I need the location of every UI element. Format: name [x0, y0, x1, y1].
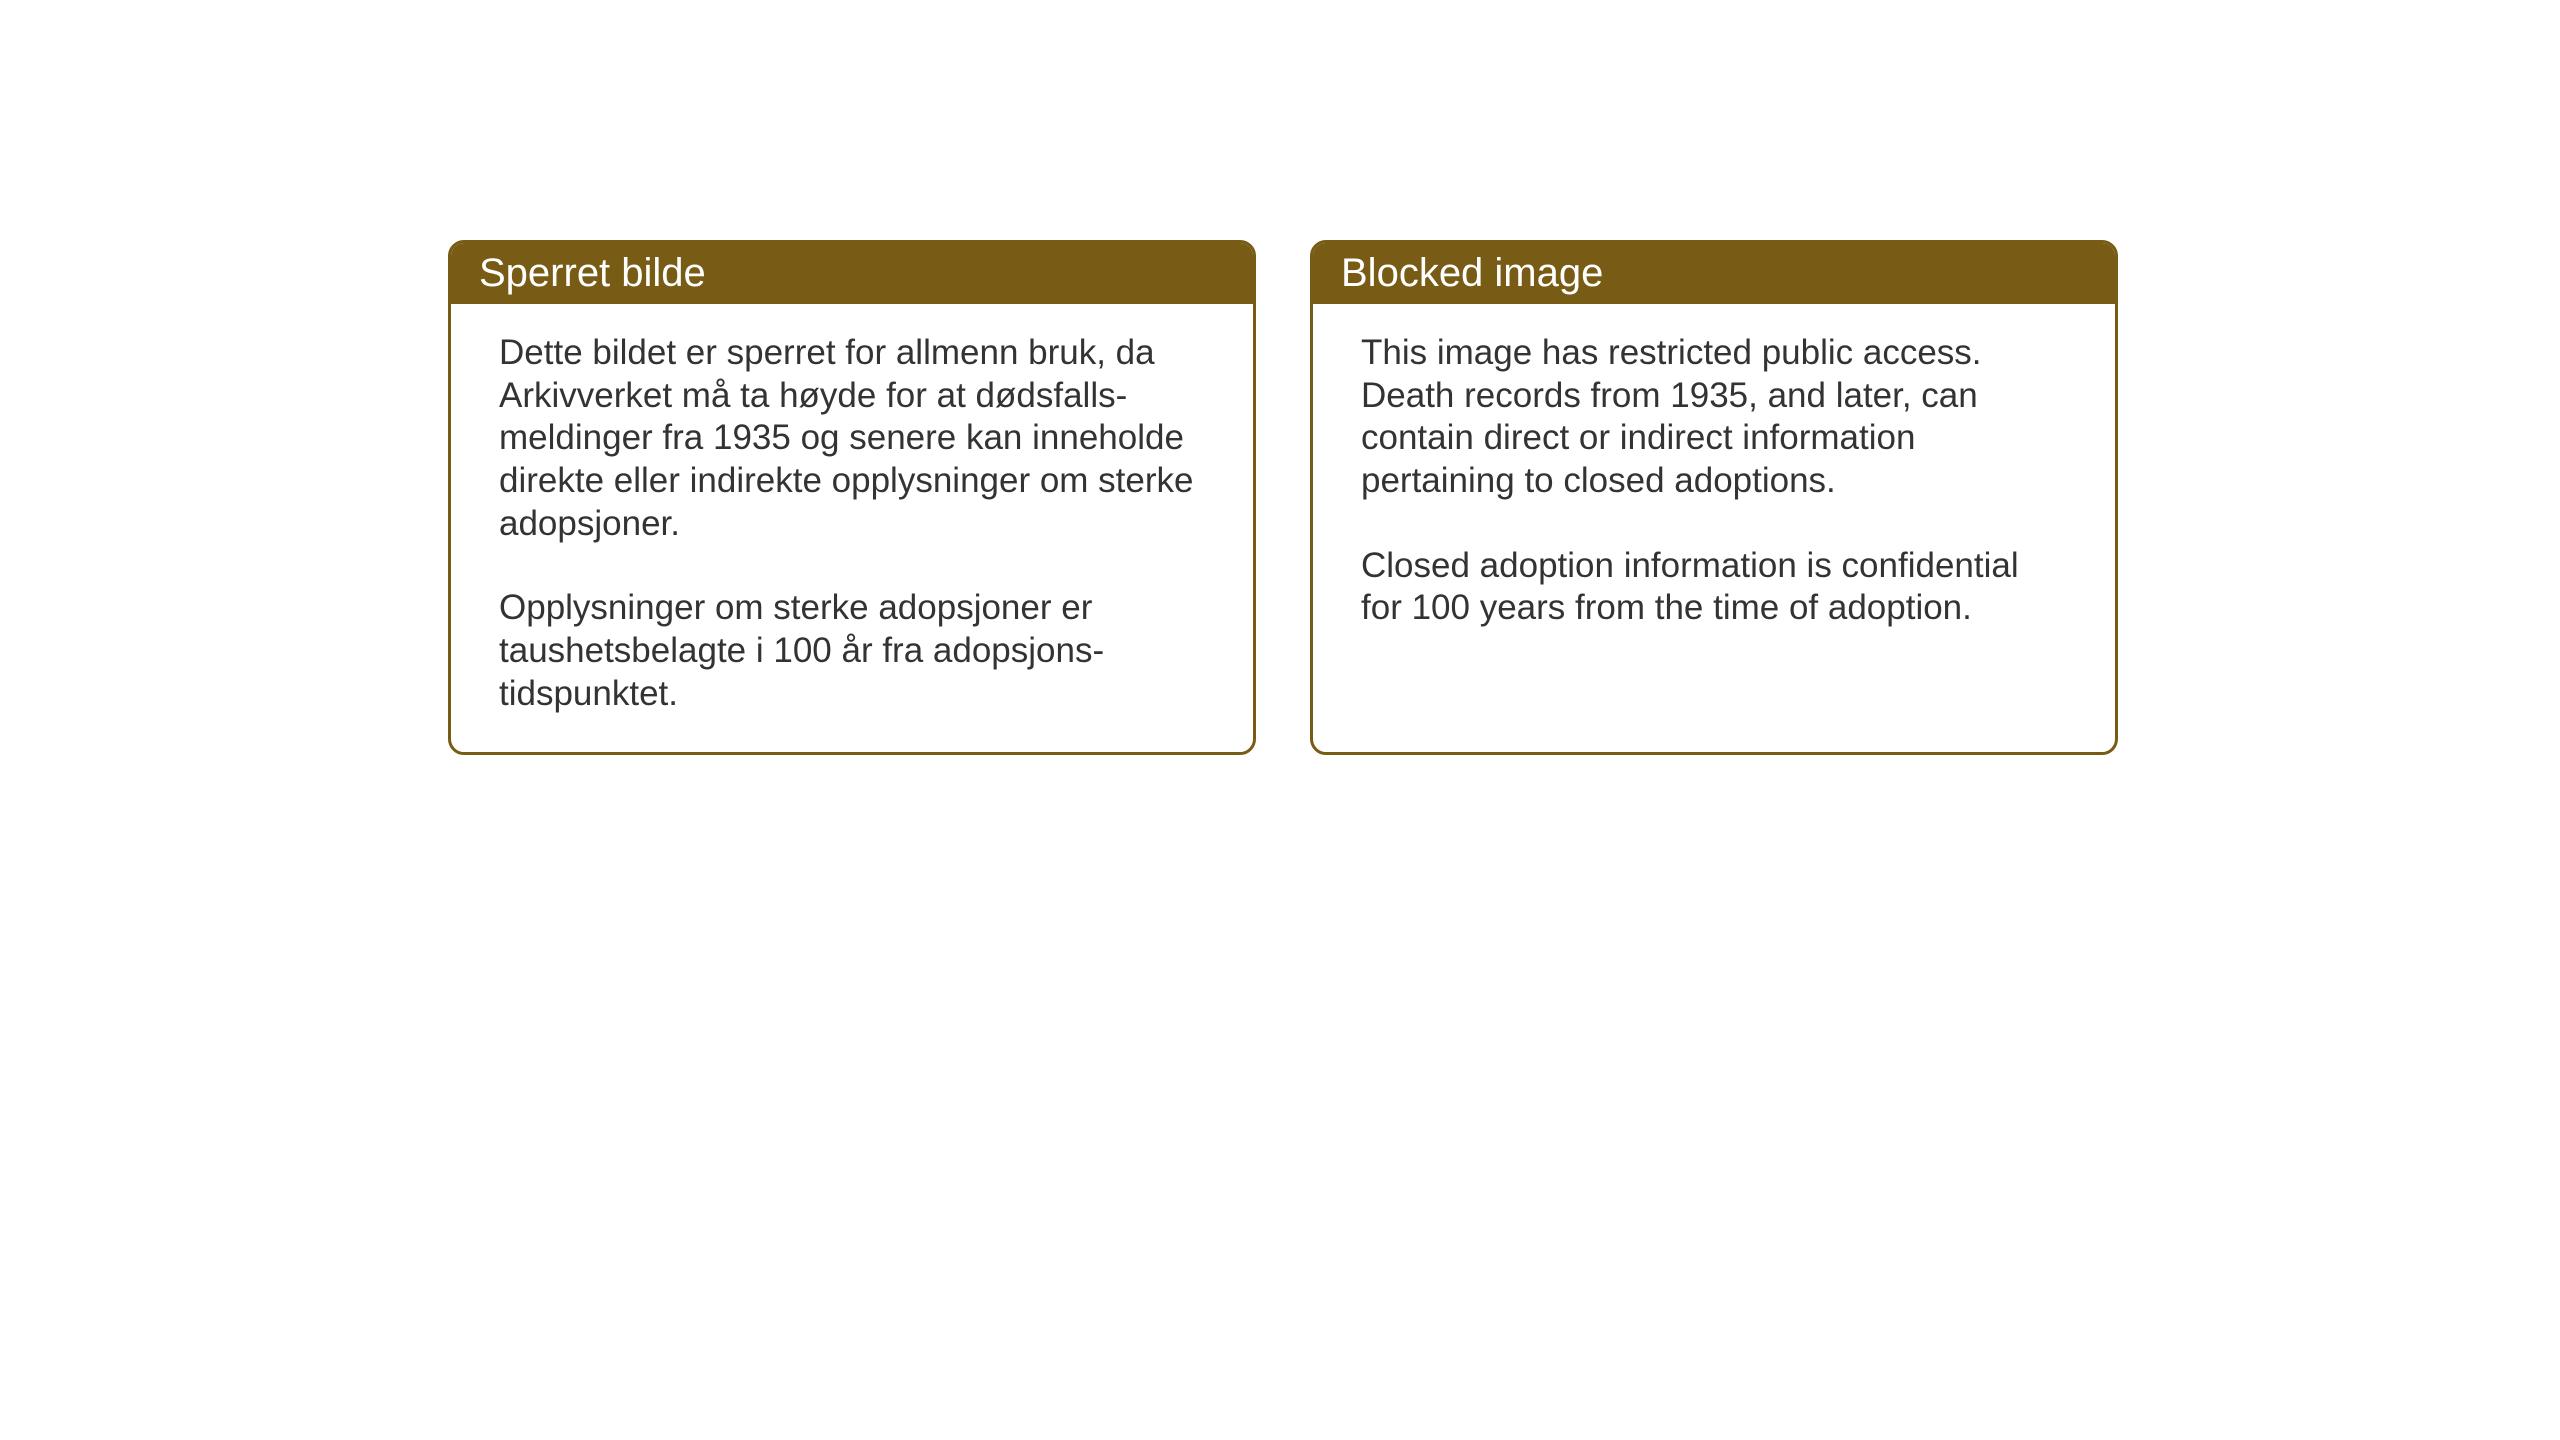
notice-card-english: Blocked image This image has restricted … [1310, 240, 2118, 755]
notice-title-english: Blocked image [1313, 243, 2115, 304]
notice-paragraph-1-english: This image has restricted public access.… [1361, 332, 2067, 503]
notice-paragraph-1-norwegian: Dette bildet er sperret for allmenn bruk… [499, 332, 1205, 545]
notice-card-norwegian: Sperret bilde Dette bildet er sperret fo… [448, 240, 1256, 755]
notice-title-norwegian: Sperret bilde [451, 243, 1253, 304]
notice-paragraph-2-norwegian: Opplysninger om sterke adopsjoner er tau… [499, 587, 1205, 715]
notice-body-english: This image has restricted public access.… [1313, 304, 2115, 710]
notice-paragraph-2-english: Closed adoption information is confident… [1361, 545, 2067, 630]
notice-body-norwegian: Dette bildet er sperret for allmenn bruk… [451, 304, 1253, 752]
notice-container: Sperret bilde Dette bildet er sperret fo… [448, 240, 2118, 755]
